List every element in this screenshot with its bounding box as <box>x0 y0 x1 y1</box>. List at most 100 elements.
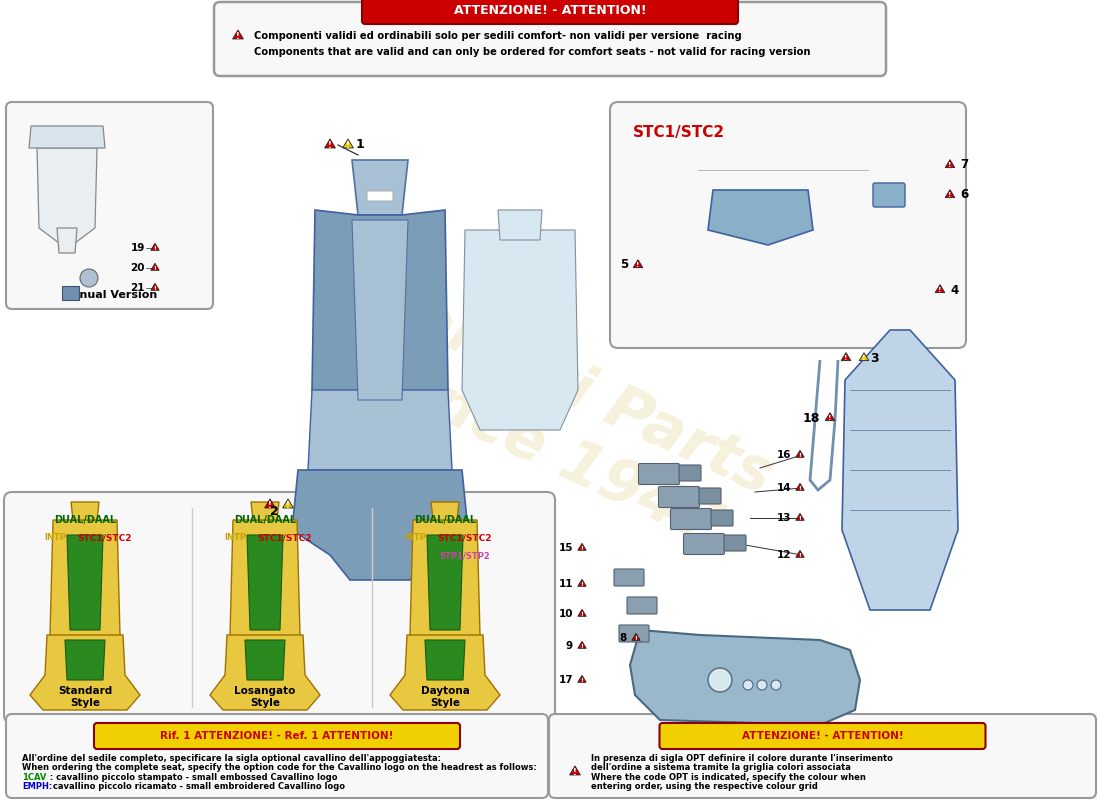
Polygon shape <box>30 635 140 710</box>
FancyBboxPatch shape <box>362 0 738 24</box>
Polygon shape <box>72 502 99 520</box>
Text: !: ! <box>862 355 866 362</box>
Polygon shape <box>578 675 586 682</box>
Text: 5: 5 <box>619 258 628 271</box>
FancyBboxPatch shape <box>638 463 680 485</box>
Text: !: ! <box>845 355 848 362</box>
Text: !: ! <box>154 266 156 271</box>
FancyBboxPatch shape <box>627 597 657 614</box>
Polygon shape <box>312 210 448 430</box>
Circle shape <box>757 680 767 690</box>
Polygon shape <box>842 330 958 610</box>
Text: 1: 1 <box>356 138 365 151</box>
FancyBboxPatch shape <box>619 625 649 642</box>
Polygon shape <box>37 148 97 243</box>
Polygon shape <box>578 610 586 616</box>
Polygon shape <box>62 286 79 300</box>
FancyBboxPatch shape <box>614 569 644 586</box>
Text: STC1/STC2: STC1/STC2 <box>78 534 132 542</box>
Polygon shape <box>945 190 955 198</box>
Text: Manual Version: Manual Version <box>62 290 157 300</box>
Text: STC1/STC2: STC1/STC2 <box>257 534 312 542</box>
Polygon shape <box>462 230 578 430</box>
Polygon shape <box>631 634 640 640</box>
FancyBboxPatch shape <box>549 714 1096 798</box>
Text: All'ordine del sedile completo, specificare la sigla optional cavallino dell'app: All'ordine del sedile completo, specific… <box>22 754 441 763</box>
Text: 18: 18 <box>803 411 820 425</box>
Text: DUAL/DAAL: DUAL/DAAL <box>54 515 117 525</box>
Text: 9: 9 <box>565 641 573 651</box>
Text: entering order, using the respective colour grid: entering order, using the respective col… <box>591 782 818 791</box>
Text: EMPH:: EMPH: <box>22 782 53 791</box>
Text: Standard
Style: Standard Style <box>58 686 112 708</box>
Text: 14: 14 <box>777 483 791 493</box>
FancyBboxPatch shape <box>683 534 725 554</box>
Polygon shape <box>630 630 860 725</box>
Text: 4: 4 <box>950 283 958 297</box>
Text: !: ! <box>948 162 951 168</box>
Polygon shape <box>342 139 353 148</box>
Text: INTP: INTP <box>224 534 246 542</box>
Text: Losangato
Style: Losangato Style <box>234 686 296 708</box>
Polygon shape <box>795 550 804 558</box>
Polygon shape <box>570 766 581 775</box>
Polygon shape <box>425 640 465 680</box>
FancyBboxPatch shape <box>367 191 393 201</box>
FancyBboxPatch shape <box>610 102 966 348</box>
Text: 1CAV: 1CAV <box>22 773 46 782</box>
Text: 12: 12 <box>777 550 791 560</box>
Text: ATTENZIONE! - ATTENTION!: ATTENZIONE! - ATTENTION! <box>741 731 903 741</box>
FancyBboxPatch shape <box>94 723 460 749</box>
Polygon shape <box>283 499 294 508</box>
Text: Rif. 1 ATTENZIONE! - Ref. 1 ATTENTION!: Rif. 1 ATTENZIONE! - Ref. 1 ATTENTION! <box>161 731 394 741</box>
Polygon shape <box>634 260 642 268</box>
Text: STC1/STC2: STC1/STC2 <box>438 534 493 542</box>
Text: INTP: INTP <box>404 534 426 542</box>
Polygon shape <box>795 450 804 458</box>
Polygon shape <box>825 413 835 421</box>
Polygon shape <box>427 535 463 630</box>
Text: In presenza di sigla OPT definire il colore durante l'inserimento: In presenza di sigla OPT definire il col… <box>591 754 893 763</box>
Polygon shape <box>578 543 586 550</box>
Text: dell'ordine a sistema tramite la griglia colori associata: dell'ordine a sistema tramite la griglia… <box>591 763 851 772</box>
Text: !: ! <box>636 262 640 268</box>
FancyBboxPatch shape <box>873 183 905 207</box>
Polygon shape <box>390 635 501 710</box>
Text: 7: 7 <box>960 158 968 171</box>
Polygon shape <box>498 210 542 240</box>
Text: STC1/STC2: STC1/STC2 <box>632 125 725 139</box>
Text: : cavallino piccolo stampato - small embossed Cavallino logo: : cavallino piccolo stampato - small emb… <box>47 773 338 782</box>
Polygon shape <box>151 283 160 290</box>
Polygon shape <box>842 353 850 361</box>
Polygon shape <box>29 126 104 148</box>
Circle shape <box>771 680 781 690</box>
FancyBboxPatch shape <box>659 486 700 507</box>
Text: cavallino piccolo ricamato - small embroidered Cavallino logo: cavallino piccolo ricamato - small embro… <box>50 782 345 791</box>
FancyBboxPatch shape <box>4 492 556 723</box>
Polygon shape <box>945 160 955 168</box>
Polygon shape <box>251 502 279 520</box>
Polygon shape <box>578 642 586 648</box>
Polygon shape <box>708 190 813 245</box>
Polygon shape <box>245 640 285 680</box>
Text: !: ! <box>154 286 156 291</box>
Polygon shape <box>248 535 283 630</box>
Text: !: ! <box>581 612 583 617</box>
Text: !: ! <box>948 192 951 198</box>
Text: 6: 6 <box>960 189 968 202</box>
Text: DUAL/DAAL: DUAL/DAAL <box>414 515 476 525</box>
Text: Daytona
Style: Daytona Style <box>420 686 470 708</box>
Polygon shape <box>151 243 160 250</box>
Text: !: ! <box>799 486 802 491</box>
Circle shape <box>80 269 98 287</box>
FancyBboxPatch shape <box>214 2 886 76</box>
Text: Ferrari Parts
Since 1947: Ferrari Parts Since 1947 <box>338 271 782 569</box>
Text: !: ! <box>799 516 802 521</box>
FancyBboxPatch shape <box>698 488 720 504</box>
Polygon shape <box>859 353 869 361</box>
Text: INTP: INTP <box>44 534 66 542</box>
Polygon shape <box>67 535 103 630</box>
Text: !: ! <box>154 246 156 251</box>
Text: !: ! <box>268 501 272 510</box>
Polygon shape <box>352 220 408 400</box>
